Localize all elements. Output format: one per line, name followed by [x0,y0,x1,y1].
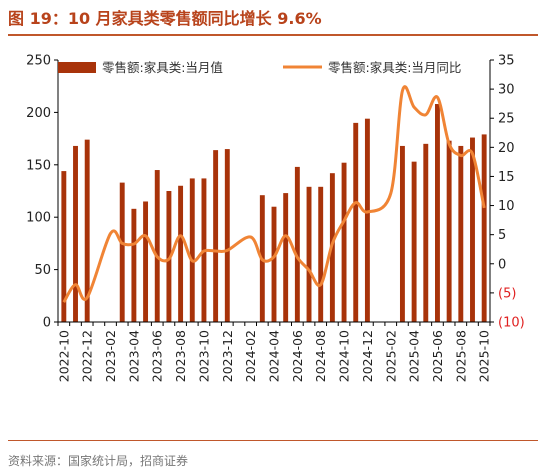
x-tick-label: 2023-12 [220,330,235,382]
x-tick-label: 2025-04 [407,330,422,382]
bar-2025-07 [446,140,452,322]
right-tick-label: 30 [498,83,515,98]
bar-2025-10 [481,134,487,322]
bar-2024-07 [306,186,312,322]
yoy-line [62,85,486,304]
title-divider [8,34,538,36]
right-tick-label: 0 [498,257,506,272]
bar-2023-03 [119,182,125,322]
legend-bar-swatch [58,62,96,73]
bar-2023-07 [166,191,172,322]
x-tick-label: 2023-04 [126,330,141,382]
bar-2025-04 [411,161,417,322]
bar-2023-09 [189,178,195,322]
left-tick-label: 50 [34,263,51,278]
x-tick-label: 2025-10 [477,330,492,382]
left-tick-label: 0 [43,316,51,331]
x-tick-label: 2024-04 [267,330,282,382]
x-tick-label: 2023-02 [103,330,118,382]
x-tick-label: 2024-06 [290,330,305,382]
right-tick-label: (10) [498,316,525,331]
x-tick-label: 2025-02 [383,330,398,382]
x-tick-label: 2024-12 [360,330,375,382]
x-tick-label: 2022-10 [56,330,71,382]
bar-2023-11 [213,150,219,322]
bar-2024-10 [341,162,347,322]
bar-2023-08 [178,185,184,322]
x-tick-label: 2025-06 [430,330,445,382]
x-tick-label: 2024-08 [313,330,328,382]
left-tick-label: 100 [26,211,51,226]
left-tick-label: 200 [26,106,51,121]
right-tick-label: 15 [498,170,515,185]
right-tick-label: 5 [498,228,506,243]
x-tick-label: 2022-12 [80,330,95,382]
bar-2024-12 [364,118,370,322]
bar-2025-09 [470,137,475,322]
legend-line-label: 零售额:家具类:当月同比 [328,60,461,75]
left-tick-label: 150 [26,158,51,173]
bar-2023-04 [131,208,137,322]
right-tick-label: (5) [498,286,516,301]
bar-2022-12 [84,139,90,322]
bar-2023-05 [143,201,149,322]
bar-2024-04 [271,206,277,322]
x-tick-label: 2023-10 [196,330,211,382]
bar-2023-12 [224,149,230,322]
bar-2023-06 [154,170,160,322]
x-tick-label: 2024-02 [243,330,258,382]
x-tick-label: 2024-10 [337,330,352,382]
x-tick-label: 2023-06 [150,330,165,382]
footer-divider [8,440,538,441]
bar-2024-11 [353,122,359,322]
bar-2022-10 [61,171,67,322]
bar-2024-08 [318,186,324,322]
left-tick-label: 250 [26,54,51,69]
bar-2025-06 [435,104,440,323]
chart-title: 图 19：10 月家具类零售额同比增长 9.6% [8,9,322,28]
legend-bar-label: 零售额:家具类:当月值 [102,60,223,75]
bar-2024-05 [283,193,289,322]
bar-2025-05 [423,143,429,322]
bar-2025-03 [399,145,405,322]
x-tick-label: 2023-08 [173,330,188,382]
bar-2025-08 [458,145,464,322]
right-tick-label: 10 [498,199,515,214]
bar-2024-06 [294,166,300,322]
right-tick-label: 35 [498,54,515,69]
bar-2022-11 [73,145,78,322]
right-tick-label: 20 [498,141,515,156]
x-tick-label: 2025-08 [453,330,468,382]
source-note: 资料来源：国家统计局，招商证券 [8,454,189,468]
right-tick-label: 25 [498,112,515,127]
